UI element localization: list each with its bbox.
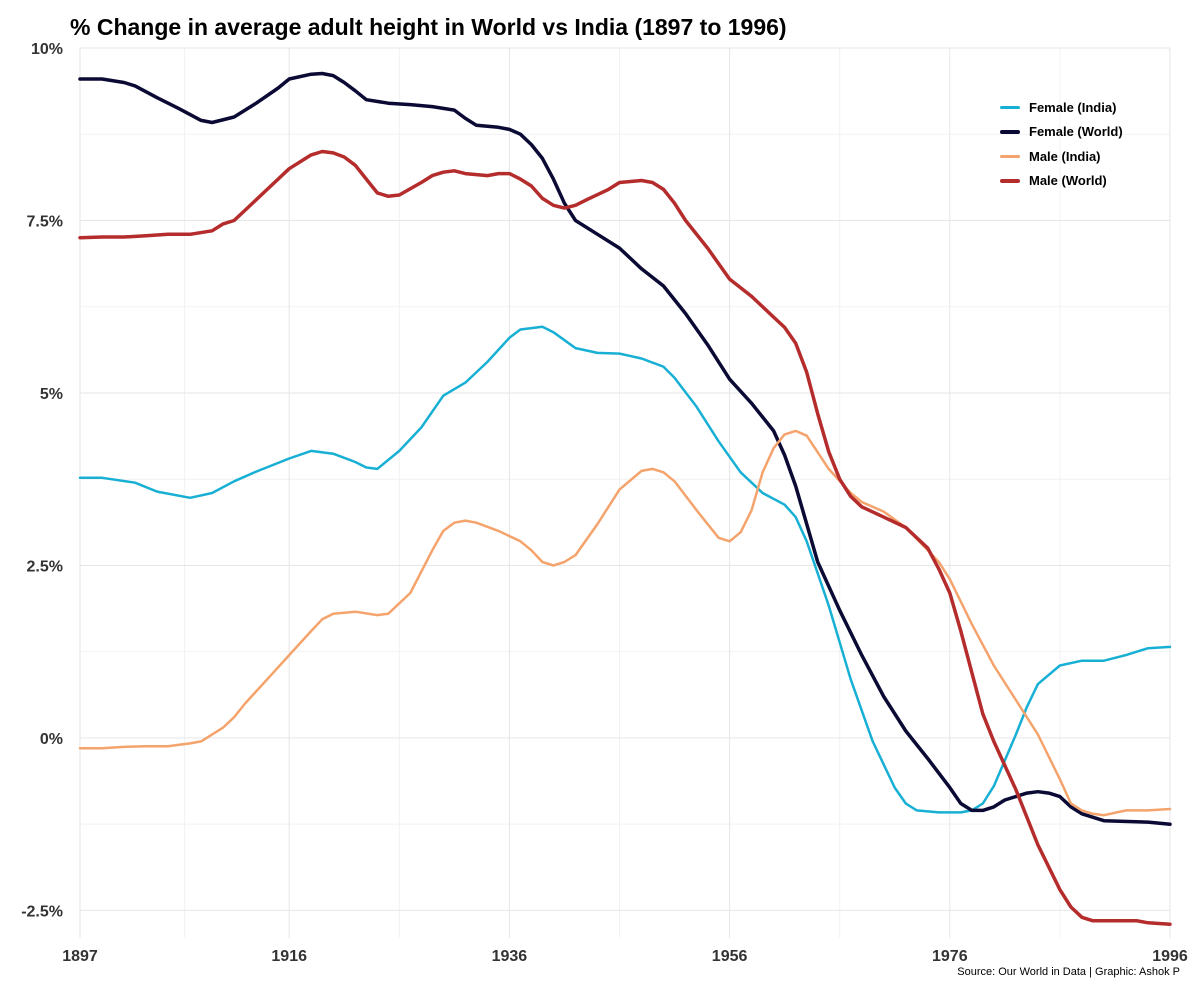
y-tick-label: 0% — [40, 731, 63, 748]
legend-label-female-world: Female (World) — [1029, 124, 1123, 140]
y-tick-label: 7.5% — [27, 213, 63, 230]
legend-item-female-world: Female (World) — [1000, 120, 1123, 145]
series-line-male-india — [78, 429, 1172, 817]
legend-item-female-india: Female (India) — [1000, 95, 1123, 120]
y-tick-label: 2.5% — [27, 558, 63, 575]
legend-swatch-female-india — [1000, 105, 1020, 109]
series-line-female-world — [78, 71, 1172, 826]
legend-swatch-male-india — [1000, 154, 1020, 158]
x-tick-label: 1956 — [712, 948, 748, 965]
chart-title: % Change in average adult height in Worl… — [70, 14, 787, 40]
y-tick-label: -2.5% — [21, 903, 63, 920]
x-tick-label: 1916 — [271, 948, 307, 965]
legend: Female (India) Female (World) Male (Indi… — [1000, 95, 1123, 193]
legend-swatch-female-world — [1000, 129, 1020, 134]
y-tick-label: 10% — [31, 41, 63, 58]
x-tick-label: 1996 — [1152, 948, 1188, 965]
legend-item-male-world: Male (World) — [1000, 169, 1123, 194]
x-tick-label: 1936 — [492, 948, 528, 965]
x-axis-tick-labels: 1897 1916 1936 1956 1976 1996 — [62, 948, 1188, 965]
legend-item-male-india: Male (India) — [1000, 144, 1123, 169]
series-line-male-world — [78, 149, 1172, 926]
legend-label-male-world: Male (World) — [1029, 173, 1107, 189]
x-tick-label: 1976 — [932, 948, 968, 965]
legend-label-male-india: Male (India) — [1029, 148, 1101, 164]
source-caption: Source: Our World in Data | Graphic: Ash… — [957, 966, 1180, 978]
series-line-female-india — [78, 325, 1172, 814]
x-tick-label: 1897 — [62, 948, 98, 965]
legend-label-female-india: Female (India) — [1029, 99, 1117, 115]
y-axis-tick-labels: 10% 7.5% 5% 2.5% 0% -2.5% — [21, 41, 63, 920]
y-tick-label: 5% — [40, 386, 63, 403]
legend-swatch-male-world — [1000, 178, 1020, 183]
grid-lines — [79, 47, 1171, 938]
series-lines — [78, 71, 1172, 926]
